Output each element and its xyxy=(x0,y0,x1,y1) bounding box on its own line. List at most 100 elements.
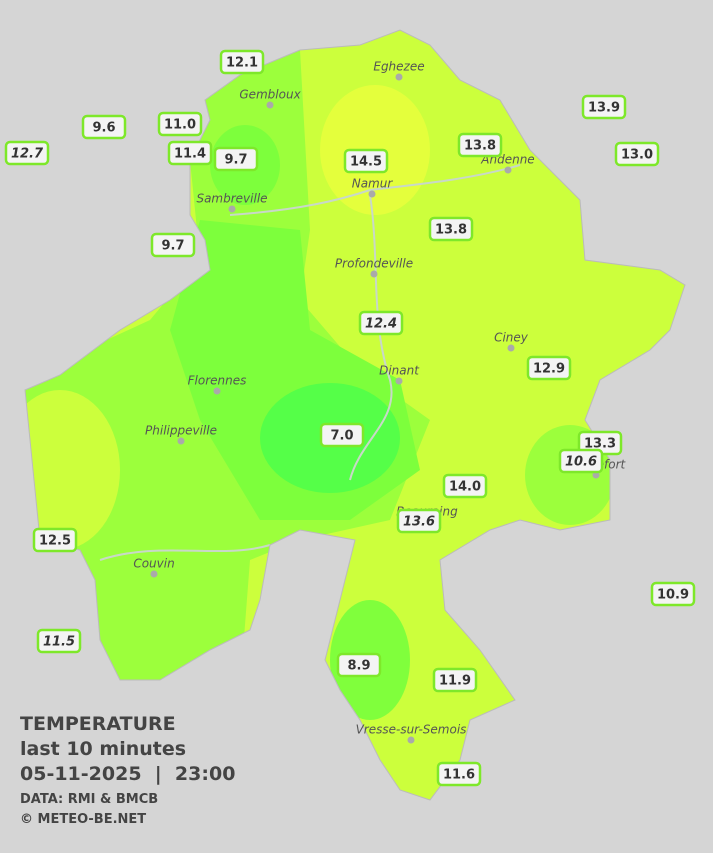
town-dot xyxy=(370,270,378,278)
station-box xyxy=(81,114,127,140)
station: 12.9 xyxy=(526,355,572,381)
station: 12.1 xyxy=(219,49,265,75)
station: 13.6 xyxy=(396,508,442,534)
station-value: 11.4 xyxy=(174,147,206,162)
station-box xyxy=(358,310,404,336)
station: 13.8 xyxy=(457,132,503,158)
town-label: Namur xyxy=(352,177,394,191)
legend-source: DATA: RMI & BMCB xyxy=(20,792,158,807)
station-value: 13.6 xyxy=(403,515,435,530)
station-value: 13.8 xyxy=(435,223,467,238)
legend-title: TEMPERATURE xyxy=(20,713,176,735)
town-label: Eghezee xyxy=(373,60,424,74)
station-value: 9.7 xyxy=(224,153,247,168)
town-dot xyxy=(407,736,415,744)
legend: TEMPERATURE last 10 minutes 05-11-2025 |… xyxy=(20,713,235,827)
town-label: Sambreville xyxy=(196,192,267,206)
station: 10.9 xyxy=(650,581,696,607)
station-box xyxy=(558,448,604,474)
station-value: 9.6 xyxy=(92,121,115,136)
station-value: 12.5 xyxy=(39,534,71,549)
station-value: 12.4 xyxy=(365,317,397,332)
town-label: Profondeville xyxy=(335,257,413,271)
station: 13.8 xyxy=(428,216,474,242)
station: 12.4 xyxy=(358,310,404,336)
station-box xyxy=(457,132,503,158)
station-box xyxy=(319,422,365,448)
station-box xyxy=(581,94,627,120)
station: 10.6 xyxy=(558,448,604,474)
station-value: 11.6 xyxy=(443,768,475,783)
town-dot xyxy=(507,344,515,352)
station: 12.5 xyxy=(32,527,78,553)
station-value: 7.0 xyxy=(330,429,353,444)
station-box xyxy=(36,628,82,654)
town-label: Philippeville xyxy=(145,424,217,438)
legend-credit: © METEO-BE.NET xyxy=(20,812,146,827)
station-value: 12.7 xyxy=(11,147,44,162)
station-value: 13.3 xyxy=(584,437,616,452)
station: 14.5 xyxy=(343,148,389,174)
station-value: 12.9 xyxy=(533,362,565,377)
station-box xyxy=(336,652,382,678)
town-dot xyxy=(395,73,403,81)
station-value: 11.9 xyxy=(439,674,471,689)
station: 9.7 xyxy=(213,146,259,172)
station-box xyxy=(428,216,474,242)
station: 11.9 xyxy=(432,667,478,693)
station-value: 9.7 xyxy=(161,239,184,254)
station: 13.0 xyxy=(614,141,660,167)
station-box xyxy=(436,761,482,787)
stations: 12.1 9.6 11.0 12.7 11.4 9.7 14.5 13.8 13.9 13.0 9.… xyxy=(4,49,696,787)
station: 13.9 xyxy=(581,94,627,120)
station-value: 8.9 xyxy=(347,659,370,674)
station-box xyxy=(157,111,203,137)
station: 11.4 xyxy=(167,140,213,166)
town-label: Dinant xyxy=(379,364,420,378)
station-value: 14.0 xyxy=(449,480,481,495)
legend-subtitle: last 10 minutes xyxy=(20,738,186,760)
town-label: Ciney xyxy=(494,331,529,345)
town-label: Vresse-sur-Semois xyxy=(356,723,467,737)
station-box xyxy=(167,140,213,166)
station: 8.9 xyxy=(336,652,382,678)
town-label: Gembloux xyxy=(239,88,301,102)
town-dot xyxy=(504,166,512,174)
station-box xyxy=(32,527,78,553)
station-box xyxy=(343,148,389,174)
station-box xyxy=(219,49,265,75)
station-box xyxy=(442,473,488,499)
station: 11.0 xyxy=(157,111,203,137)
station-value: 11.0 xyxy=(164,118,196,133)
town-dot xyxy=(266,101,274,109)
station-box xyxy=(213,146,259,172)
station: 7.0 xyxy=(319,422,365,448)
station-box xyxy=(396,508,442,534)
station-box xyxy=(614,141,660,167)
station: 11.6 xyxy=(436,761,482,787)
station-box xyxy=(150,232,196,258)
station-box xyxy=(650,581,696,607)
station-value: 13.0 xyxy=(621,148,653,163)
station-value: 10.9 xyxy=(657,588,689,603)
station: 9.6 xyxy=(81,114,127,140)
station: 11.5 xyxy=(36,628,82,654)
town-dot xyxy=(228,205,236,213)
town-dot xyxy=(368,190,376,198)
station-value: 13.8 xyxy=(464,139,496,154)
town-dot xyxy=(395,377,403,385)
station-box xyxy=(432,667,478,693)
town-dot xyxy=(150,570,158,578)
station-value: 12.1 xyxy=(226,56,258,71)
station-box xyxy=(4,140,50,166)
town-dot xyxy=(177,437,185,445)
station: 14.0 xyxy=(442,473,488,499)
town-dot xyxy=(213,387,221,395)
legend-datetime: 05-11-2025 | 23:00 xyxy=(20,763,235,785)
station-box xyxy=(526,355,572,381)
town-label: Couvin xyxy=(133,557,174,571)
station: 9.7 xyxy=(150,232,196,258)
station: 12.7 xyxy=(4,140,50,166)
town-label: Florennes xyxy=(188,374,247,388)
